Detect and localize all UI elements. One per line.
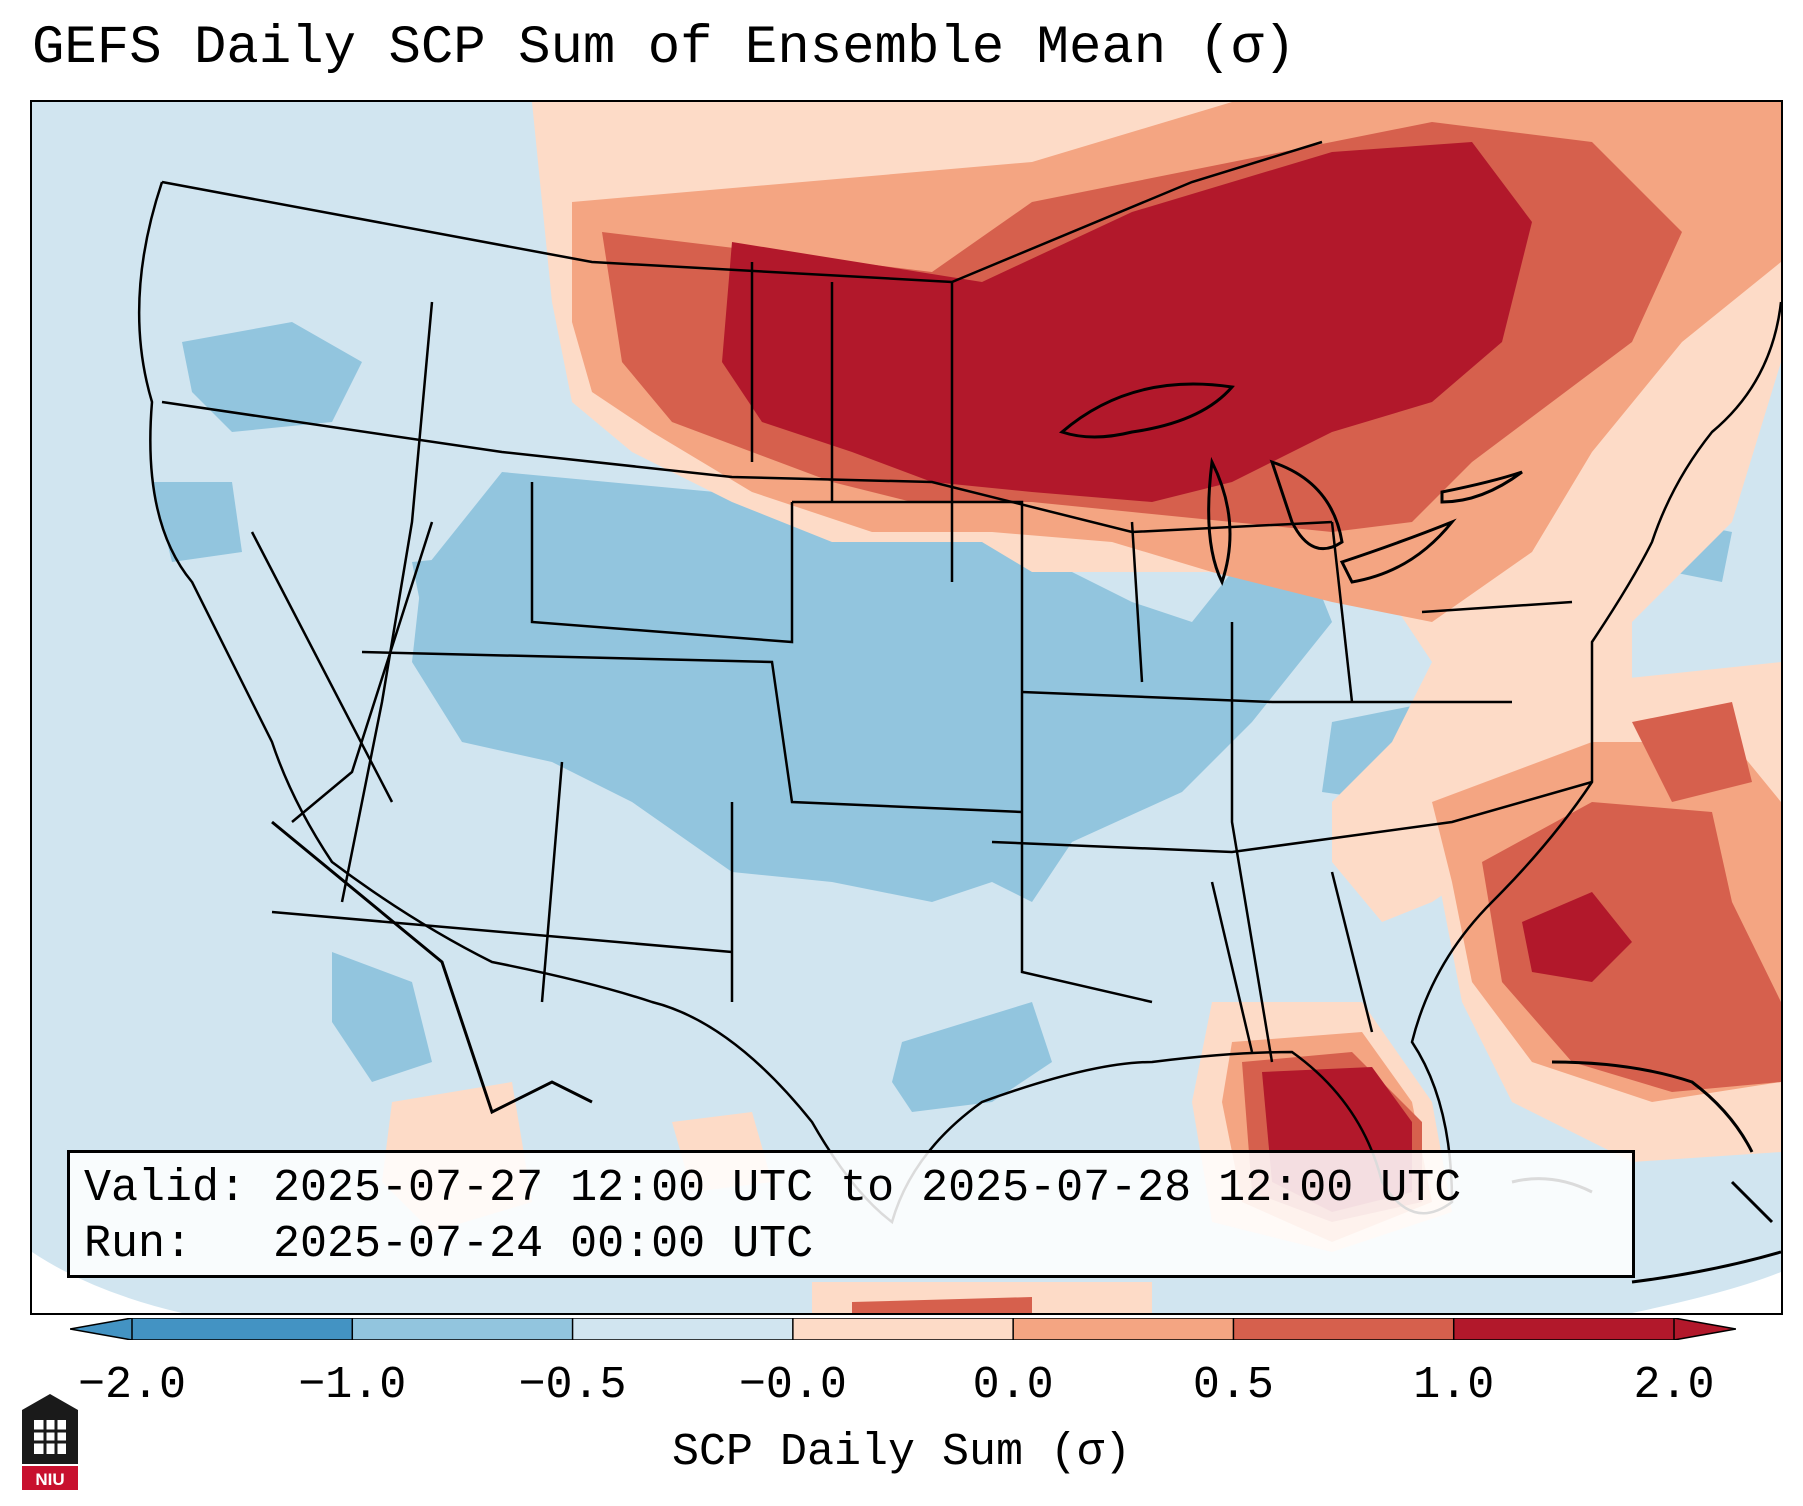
valid-time-line: Valid: 2025-07-27 12:00 UTC to 2025-07-2… <box>84 1163 1462 1214</box>
colorbar-segment <box>1233 1318 1455 1340</box>
colorbar-tick-label: −1.0 <box>298 1360 407 1411</box>
map-panel <box>30 100 1783 1315</box>
colorbar-tick-label: 0.5 <box>1192 1360 1274 1411</box>
colorbar-label: SCP Daily Sum (σ) <box>671 1427 1132 1478</box>
niu-logo-grid <box>34 1420 66 1454</box>
chart-title: GEFS Daily SCP Sum of Ensemble Mean (σ) <box>32 18 1296 79</box>
colorbar-extend-low <box>70 1318 132 1340</box>
colorbar-segment <box>792 1318 1014 1340</box>
map-canvas <box>32 102 1781 1313</box>
colorbar-segment <box>132 1318 353 1340</box>
colorbar-segment <box>572 1318 794 1340</box>
colorbar <box>70 1318 1736 1340</box>
valid-run-info-box: Valid: 2025-07-27 12:00 UTC to 2025-07-2… <box>67 1150 1635 1278</box>
colorbar-tick-label: −0.0 <box>738 1360 847 1411</box>
state-boundaries <box>137 140 1781 1225</box>
colorbar-tick-label: 1.0 <box>1413 1360 1495 1411</box>
great-lakes <box>1059 382 1523 586</box>
colorbar-extend-high <box>1674 1318 1736 1340</box>
colorbar-segment <box>1453 1318 1675 1340</box>
niu-logo-text: NIU <box>35 1470 64 1489</box>
colorbar-tick-label: −0.5 <box>518 1360 627 1411</box>
colorbar-tick-label: −2.0 <box>77 1360 187 1411</box>
niu-logo-window <box>34 1420 66 1454</box>
colorbar-segment <box>352 1318 574 1340</box>
colorbar-tick-label: 2.0 <box>1633 1360 1715 1411</box>
map-outside-projection <box>1632 1272 1781 1313</box>
niu-logo-banner <box>22 1466 78 1490</box>
colorbar-tick-label: 0.0 <box>972 1360 1054 1411</box>
niu-logo: NIU <box>22 1394 78 1490</box>
colorbar-segment <box>1013 1318 1234 1340</box>
run-time-line: Run: 2025-07-24 00:00 UTC <box>84 1219 814 1270</box>
map-outside-projection <box>32 1252 182 1313</box>
